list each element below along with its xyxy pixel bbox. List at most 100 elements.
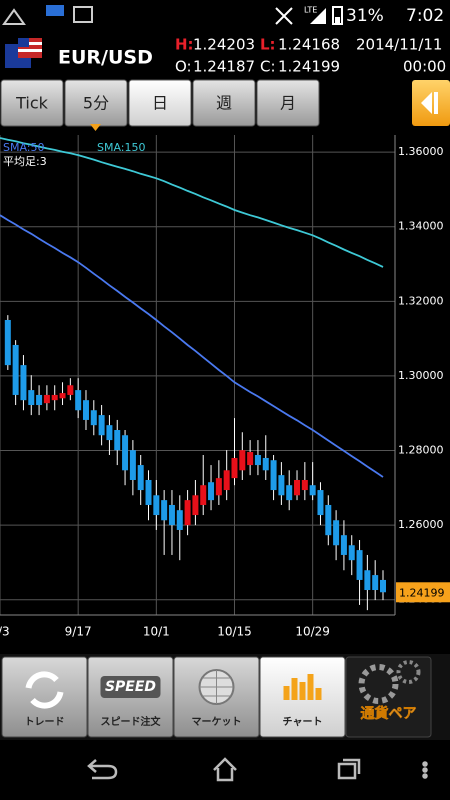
nav-icon xyxy=(358,664,399,704)
legend-candles: 平均足:3 xyxy=(3,155,47,168)
candle-body xyxy=(301,479,308,491)
candle-body xyxy=(4,319,11,366)
candle-body xyxy=(309,485,316,496)
network-label: LTE xyxy=(304,6,317,15)
last-price-tag xyxy=(396,582,450,603)
candle-body xyxy=(215,478,222,496)
y-tick-label: 1.30000 xyxy=(398,369,444,382)
nav-icon xyxy=(283,686,290,700)
nav-icon xyxy=(396,660,421,684)
candle-body xyxy=(129,450,136,480)
candle-body xyxy=(82,400,89,420)
tab-button[interactable] xyxy=(256,79,320,127)
time: 00:00 xyxy=(403,58,446,76)
candle-body xyxy=(208,482,215,501)
nav-icon xyxy=(291,678,298,700)
tab-label: 週 xyxy=(216,94,232,113)
candle-body xyxy=(356,550,363,580)
y-tick-label: 1.34000 xyxy=(398,220,444,233)
open-label: O: xyxy=(175,58,192,76)
candle-body xyxy=(348,545,355,561)
candle-body xyxy=(192,495,199,516)
tab-label: 月 xyxy=(280,94,296,113)
nav-button[interactable] xyxy=(345,656,432,738)
speed-icon-label: SPEED xyxy=(105,679,156,695)
candle-body xyxy=(184,500,191,526)
nav-icon xyxy=(100,676,161,698)
tab-label: 日 xyxy=(152,94,168,113)
candle-body xyxy=(67,385,74,395)
pair-title: EUR/USD xyxy=(58,47,153,69)
legend-sma150: SMA:150 xyxy=(97,141,146,154)
x-tick-label: 10/29 xyxy=(295,625,330,639)
candle-body xyxy=(137,465,144,491)
nav-label: トレード xyxy=(25,716,65,728)
candle-body xyxy=(28,390,35,406)
last-price-label: 1.24199 xyxy=(399,586,445,599)
flag-icon xyxy=(5,38,42,68)
candle-body xyxy=(380,579,386,593)
candle-body xyxy=(239,450,246,471)
candle-body xyxy=(270,460,277,491)
candle-body xyxy=(90,410,97,426)
nav-button[interactable] xyxy=(1,656,88,738)
system-nav xyxy=(0,740,450,800)
collapse-icon-bar xyxy=(434,92,438,114)
tab-indicator xyxy=(90,124,101,131)
candle-body xyxy=(286,485,293,501)
candle-body xyxy=(43,394,50,404)
low-value: 1.24168 xyxy=(278,36,340,54)
nav-icon xyxy=(25,671,64,709)
y-tick-label: 1.36000 xyxy=(398,145,444,158)
candle-body xyxy=(59,393,66,399)
x-tick-label: 10/15 xyxy=(217,625,252,639)
candle-body xyxy=(161,500,168,521)
candle-body xyxy=(106,425,113,441)
candle-body xyxy=(98,415,105,436)
candle-body xyxy=(153,495,160,516)
candle-body xyxy=(176,510,183,530)
candle-body xyxy=(340,535,347,555)
candle-body xyxy=(372,575,379,591)
legend-sma50: SMA:50 xyxy=(3,141,45,154)
nav-icon xyxy=(199,670,234,704)
candle-body xyxy=(20,365,27,401)
nav-label: 通貨ペア xyxy=(361,705,417,722)
candle-body xyxy=(278,475,285,496)
candle-body xyxy=(36,394,43,406)
sma-line xyxy=(0,137,384,268)
collapse-icon xyxy=(421,92,432,114)
clock: 7:02 xyxy=(406,6,444,26)
candle-body xyxy=(145,479,152,505)
candle-body xyxy=(223,470,230,491)
x-tick-label: 9/17 xyxy=(65,625,92,639)
x-tick-label: 10/1 xyxy=(143,625,170,639)
candle-body xyxy=(317,490,324,516)
sma-line xyxy=(0,214,384,478)
nav-label: スピード注文 xyxy=(101,715,162,728)
battery: 31% xyxy=(346,6,384,26)
high-label: H: xyxy=(175,36,194,54)
tab-button[interactable] xyxy=(0,79,64,127)
y-tick-label: 1.28000 xyxy=(398,444,444,457)
y-tick-label: 1.26000 xyxy=(398,518,444,531)
open-value: 1.24187 xyxy=(193,58,255,76)
high-value: 1.24203 xyxy=(193,36,255,54)
tab-button[interactable] xyxy=(192,79,256,127)
nav-icon xyxy=(299,682,306,700)
candle-body xyxy=(333,520,340,546)
candle-body xyxy=(231,457,238,479)
x-tick-label: 9/3 xyxy=(0,625,10,639)
candle-body xyxy=(122,435,129,471)
y-tick-label: 1.32000 xyxy=(398,294,444,307)
low-label: L: xyxy=(260,36,276,54)
nav-label: チャート xyxy=(283,716,323,728)
nav-icon xyxy=(307,674,314,700)
tab-button[interactable] xyxy=(128,79,192,127)
candle-body xyxy=(114,430,121,451)
candle-body xyxy=(12,344,19,395)
system-icons xyxy=(87,757,428,782)
close-value: 1.24199 xyxy=(278,58,340,76)
candle-body xyxy=(262,457,269,471)
